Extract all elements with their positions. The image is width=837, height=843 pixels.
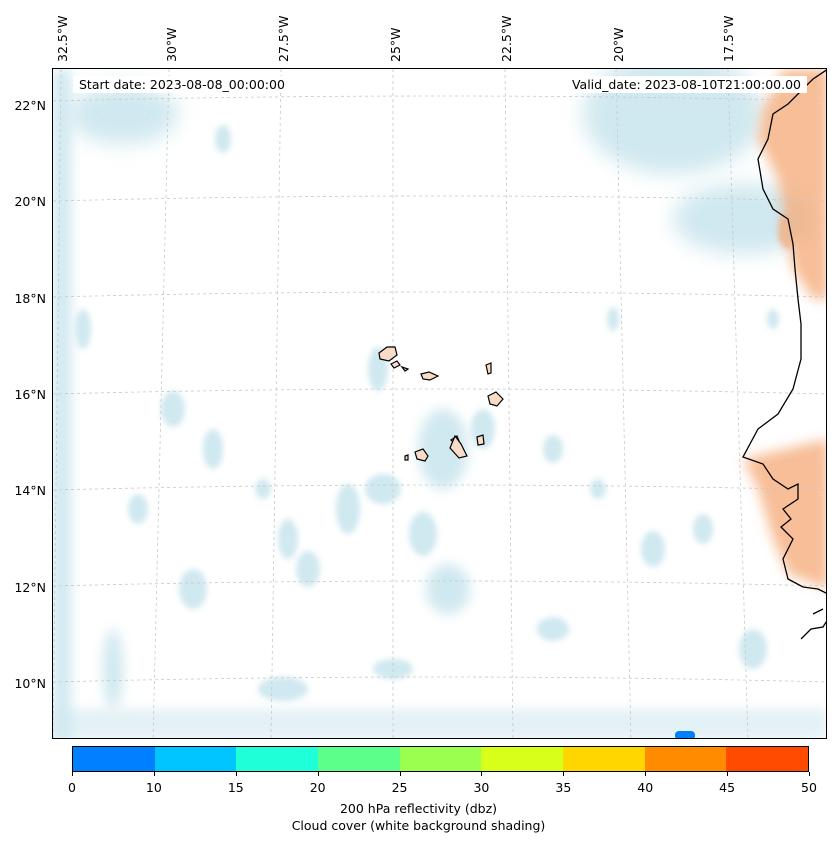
lat-label-10n: 10°N [14,676,46,691]
cape-verde-islands [378,346,504,462]
lon-label-17-5w: 17.5°W [721,15,736,62]
colorbar-segment [236,747,319,771]
colorbar-tick-mark [809,772,810,776]
graticule-lines [53,69,826,738]
colorbar-label-line2: Cloud cover (white background shading) [291,818,546,833]
colorbar-segment [399,747,482,771]
colorbar-segment [154,747,237,771]
colorbar-tick-mark [235,772,237,776]
colorbar-tick-mark [153,772,155,776]
colorbar-tick-label: 30 [473,780,490,795]
colorbar-tick-mark [727,772,729,776]
colorbar-tick-mark [72,772,73,776]
lon-label-25w: 25°W [388,27,403,62]
lat-label-14n: 14°N [14,483,46,498]
colorbar-tick-mark [481,772,483,776]
lat-label-16n: 16°N [14,387,46,402]
reflectivity-shading-africa [743,69,826,589]
lon-label-22-5w: 22.5°W [499,15,514,62]
colorbar-tick-label: 15 [227,780,244,795]
lat-label-20n: 20°N [14,194,46,209]
colorbar-segment [73,747,155,771]
map-canvas [53,69,826,738]
start-date-label: Start date: 2023-08-08_00:00:00 [73,76,291,93]
lat-label-12n: 12°N [14,580,46,595]
colorbar-tick-mark [563,772,565,776]
colorbar [72,746,809,772]
colorbar-segment [726,747,809,771]
colorbar-segment [481,747,564,771]
colorbar-tick-label: 20 [309,780,326,795]
colorbar-tick-mark [645,772,647,776]
colorbar-segment [563,747,645,771]
lon-label-32-5w: 32.5°W [55,15,70,62]
valid-date-label: Valid_date: 2023-08-10T21:00:00.00 [565,76,807,93]
colorbar-tick-label: 45 [719,780,736,795]
lon-label-30w: 30°W [164,27,179,62]
colorbar-tick-label: 10 [145,780,162,795]
coastline [742,69,826,640]
lat-label-22n: 22°N [14,98,46,113]
reflectivity-blob [675,731,695,738]
colorbar-tick-mark [317,772,319,776]
lon-label-20w: 20°W [611,27,626,62]
lon-label-27-5w: 27.5°W [276,15,291,62]
colorbar-label-line1: 200 hPa reflectivity (dbz) [339,801,498,816]
colorbar-tick-label: 50 [801,780,817,795]
cloud-cover-shading [53,69,826,738]
lat-label-18n: 18°N [14,291,46,306]
map-area[interactable] [52,68,827,739]
colorbar-tick-mark [399,772,401,776]
colorbar-tick-label: 0 [68,780,76,795]
colorbar-segment [318,747,400,771]
colorbar-tick-label: 35 [555,780,572,795]
colorbar-tick-label: 25 [391,780,408,795]
colorbar-tick-label: 40 [637,780,654,795]
colorbar-segment [644,747,727,771]
